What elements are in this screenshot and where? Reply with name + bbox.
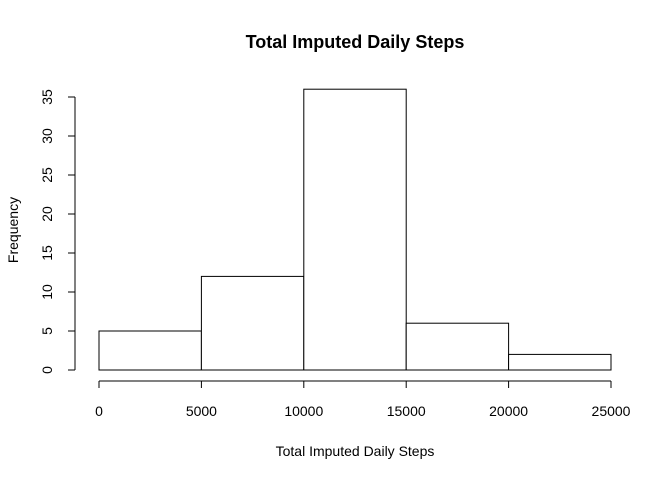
x-tick-label: 10000 bbox=[284, 403, 323, 419]
x-tick-label: 5000 bbox=[186, 403, 217, 419]
x-tick-label: 25000 bbox=[592, 403, 631, 419]
y-axis: 0 5 10 15 20 25 30 35 bbox=[39, 89, 76, 374]
x-axis: 0 5000 10000 15000 20000 25000 bbox=[95, 380, 631, 419]
histogram-bar-2 bbox=[200, 275, 305, 371]
y-tick-label: 35 bbox=[39, 89, 55, 105]
y-tick-label: 30 bbox=[39, 128, 55, 144]
bars-group bbox=[98, 88, 612, 371]
histogram-bar-4 bbox=[405, 322, 510, 371]
x-tick-label: 0 bbox=[95, 403, 103, 419]
x-axis-label: Total Imputed Daily Steps bbox=[276, 443, 435, 459]
histogram-bar-1 bbox=[98, 330, 202, 371]
histogram-bar-5 bbox=[508, 353, 612, 371]
y-tick-label: 5 bbox=[39, 327, 55, 335]
y-tick-label: 15 bbox=[39, 245, 55, 261]
histogram-bar-3 bbox=[303, 88, 407, 371]
y-tick-label: 10 bbox=[39, 284, 55, 300]
chart-title: Total Imputed Daily Steps bbox=[246, 32, 465, 52]
y-tick-label: 20 bbox=[39, 206, 55, 222]
x-tick-label: 15000 bbox=[387, 403, 426, 419]
y-axis-label: Frequency bbox=[5, 197, 21, 263]
y-tick-label: 0 bbox=[39, 366, 55, 374]
y-tick-label: 25 bbox=[39, 167, 55, 183]
x-tick-label: 20000 bbox=[489, 403, 528, 419]
